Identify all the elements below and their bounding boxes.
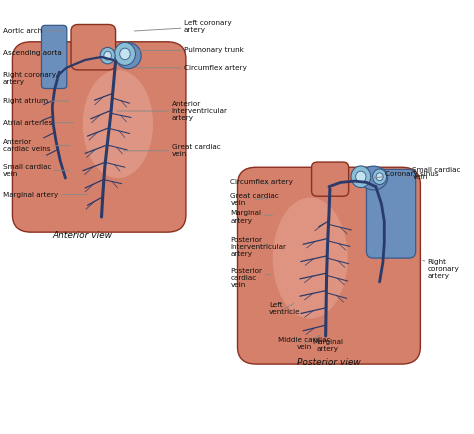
Ellipse shape	[104, 51, 111, 60]
Text: Posterior
cardiac
vein: Posterior cardiac vein	[230, 269, 270, 289]
Ellipse shape	[114, 43, 136, 66]
FancyBboxPatch shape	[366, 169, 416, 258]
Text: Circumflex artery: Circumflex artery	[137, 65, 246, 71]
Ellipse shape	[376, 173, 383, 181]
Text: Right atrium: Right atrium	[3, 98, 69, 104]
Ellipse shape	[115, 43, 141, 69]
Text: Marginal artery: Marginal artery	[3, 191, 87, 197]
FancyBboxPatch shape	[12, 42, 186, 232]
FancyBboxPatch shape	[42, 25, 67, 89]
FancyBboxPatch shape	[237, 167, 420, 364]
FancyBboxPatch shape	[311, 162, 349, 196]
Ellipse shape	[356, 171, 366, 182]
Text: Marginal
artery: Marginal artery	[312, 336, 344, 352]
Text: Great cardiac
vein: Great cardiac vein	[124, 145, 220, 157]
Text: Posterior view: Posterior view	[297, 358, 361, 368]
Ellipse shape	[373, 169, 387, 184]
Text: Middle cardiac
vein: Middle cardiac vein	[278, 335, 331, 350]
Text: Atrial arteries: Atrial arteries	[3, 120, 73, 126]
Ellipse shape	[83, 70, 153, 178]
Text: Right coronary
artery: Right coronary artery	[3, 72, 61, 85]
Text: Pulmonary trunk: Pulmonary trunk	[136, 47, 244, 53]
Text: Left coronary
artery: Left coronary artery	[134, 20, 231, 33]
Ellipse shape	[273, 197, 348, 319]
Text: Anterior
cardiac veins: Anterior cardiac veins	[3, 139, 70, 152]
Text: Marginal
artery: Marginal artery	[230, 210, 273, 224]
Text: Ascending aorta: Ascending aorta	[3, 49, 64, 56]
Ellipse shape	[100, 47, 115, 64]
Text: Aortic arch: Aortic arch	[3, 28, 64, 34]
FancyBboxPatch shape	[71, 24, 116, 70]
Text: Small cardiac
vein: Small cardiac vein	[3, 164, 69, 177]
Text: Right
coronary
artery: Right coronary artery	[423, 259, 459, 279]
Text: Posterior
interventricular
artery: Posterior interventricular artery	[230, 237, 286, 257]
Text: Great cardiac
vein: Great cardiac vein	[230, 193, 279, 206]
Text: Anterior
interventricular
artery: Anterior interventricular artery	[117, 101, 228, 121]
Text: Small cardiac
vein: Small cardiac vein	[404, 167, 461, 180]
Ellipse shape	[120, 48, 130, 59]
Text: Anterior view: Anterior view	[53, 231, 113, 240]
Text: Coronary sinus: Coronary sinus	[371, 171, 439, 178]
Text: Circumflex artery: Circumflex artery	[230, 179, 293, 185]
Ellipse shape	[351, 166, 371, 187]
Text: Left
ventricle: Left ventricle	[269, 302, 301, 315]
Ellipse shape	[359, 166, 388, 190]
